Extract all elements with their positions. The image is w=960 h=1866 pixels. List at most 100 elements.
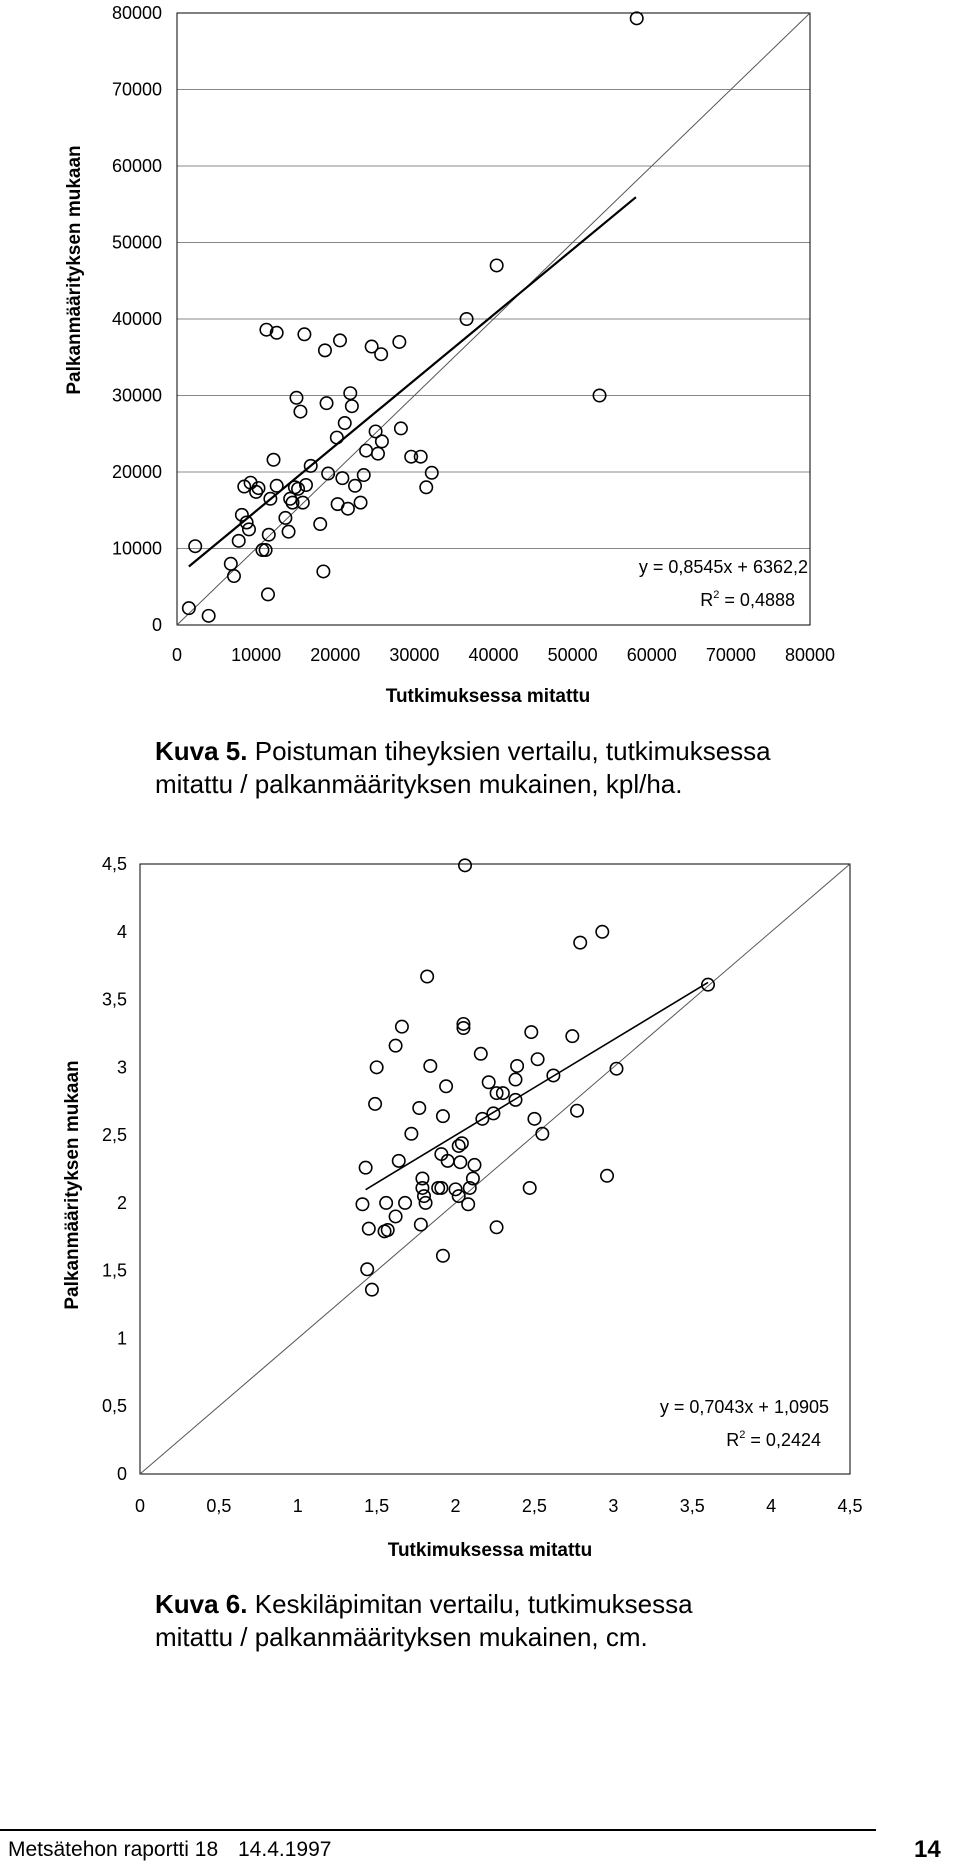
data-point <box>374 347 389 362</box>
data-point <box>700 977 715 992</box>
data-point <box>269 478 284 493</box>
data-point <box>508 1072 523 1087</box>
data-point <box>361 1221 376 1236</box>
data-point <box>251 481 266 496</box>
plot-frame <box>139 863 851 1475</box>
chart-2: Palkanmäärityksen mukaan 0 0,5 1 1,5 2 2,5 3 3,… <box>62 854 863 1561</box>
data-point <box>188 539 203 554</box>
plot-frame <box>176 12 811 626</box>
y-tick-label: 1 <box>117 1328 127 1348</box>
data-point <box>609 1061 624 1076</box>
caption-kuva-5-label: Kuva 5. <box>155 736 248 766</box>
data-point <box>453 1155 468 1170</box>
data-point <box>278 510 293 525</box>
data-point <box>530 1052 545 1067</box>
x-tick-label: 0,5 <box>206 1496 231 1516</box>
data-point <box>404 449 419 464</box>
data-point <box>337 416 352 431</box>
footer-date: 14.4.1997 <box>238 1838 332 1861</box>
data-point <box>293 404 308 419</box>
data-point <box>344 399 359 414</box>
chart-1: Palkanmäärityksen mukaan 0 10000 20000 3000… <box>64 3 835 707</box>
data-point <box>255 543 270 558</box>
data-point <box>570 1103 585 1118</box>
x-tick-label: 1,5 <box>364 1496 389 1516</box>
data-point <box>223 556 238 571</box>
chart-2-xlabel: Tutkimuksessa mitattu <box>388 1540 592 1561</box>
data-point <box>573 935 588 950</box>
chart-2-plot: 0 0,5 1 1,5 2 2,5 3 3,5 4 4,5 0 0,5 1 1,5 2 2,5 3 3,5 4 4,5… <box>102 854 863 1516</box>
data-point <box>454 1136 469 1151</box>
data-point <box>393 421 408 436</box>
reference-line <box>139 863 851 1475</box>
data-point <box>388 1038 403 1053</box>
data-point <box>462 1180 477 1195</box>
data-point <box>394 1019 409 1034</box>
data-point <box>458 858 473 873</box>
x-tick-label: 80000 <box>785 645 835 665</box>
footer-rule <box>0 1829 876 1831</box>
data-point <box>368 1096 383 1111</box>
data-point <box>231 533 246 548</box>
data-point <box>348 478 363 493</box>
data-point <box>259 322 274 337</box>
data-point <box>343 386 358 401</box>
x-tick-label: 3 <box>608 1496 618 1516</box>
data-point <box>473 1046 488 1061</box>
data-point <box>295 495 310 510</box>
data-point <box>356 468 371 483</box>
chart-1-ylabel: Palkanmäärityksen mukaan <box>64 145 85 394</box>
y-tick-label: 30000 <box>112 386 162 406</box>
data-point <box>415 1180 430 1195</box>
data-point <box>435 1109 450 1124</box>
data-point <box>291 481 306 496</box>
data-point <box>303 458 318 473</box>
data-point <box>391 1153 406 1168</box>
data-point <box>398 1195 413 1210</box>
x-tick-label: 1 <box>293 1496 303 1516</box>
data-point <box>289 390 304 405</box>
data-point <box>313 517 328 532</box>
y-tick-label: 60000 <box>112 156 162 176</box>
data-point <box>335 471 350 486</box>
data-point <box>412 1100 427 1115</box>
data-point <box>423 1058 438 1073</box>
data-point <box>369 1060 384 1075</box>
x-tick-label: 50000 <box>548 645 598 665</box>
data-point <box>451 1138 466 1153</box>
data-point <box>316 564 331 579</box>
data-point <box>424 465 439 480</box>
data-point <box>448 1182 463 1197</box>
data-point <box>467 1157 482 1172</box>
caption-kuva-6-label: Kuva 6. <box>155 1589 248 1619</box>
y-tick-label: 80000 <box>112 3 162 23</box>
data-point <box>355 1197 370 1212</box>
data-point <box>364 339 379 354</box>
y-tick-label: 3,5 <box>102 990 127 1010</box>
data-point <box>319 396 334 411</box>
data-point <box>261 527 276 542</box>
regression-equation: y = 0,7043x + 1,0905 <box>660 1397 829 1417</box>
data-point <box>595 924 610 939</box>
data-point <box>360 1262 375 1277</box>
regression-line <box>365 981 709 1191</box>
data-point <box>459 311 474 326</box>
data-point <box>298 478 313 493</box>
data-point <box>416 1189 431 1204</box>
y-tick-label: 4,5 <box>102 854 127 874</box>
data-point <box>181 601 196 616</box>
data-point <box>242 522 257 537</box>
data-point <box>510 1058 525 1073</box>
data-point <box>418 1195 433 1210</box>
caption-kuva-6-line2: mitattu / palkanmäärityksen mukainen, cm… <box>155 1622 648 1652</box>
data-point <box>508 1092 523 1107</box>
data-point <box>364 1282 379 1297</box>
data-point <box>456 1016 471 1031</box>
y-tick-label: 50000 <box>112 233 162 253</box>
y-tick-label: 20000 <box>112 462 162 482</box>
y-tick-label: 3 <box>117 1057 127 1077</box>
x-tick-label: 20000 <box>310 645 360 665</box>
data-point <box>263 491 278 506</box>
data-point <box>527 1111 542 1126</box>
data-point <box>546 1068 561 1083</box>
